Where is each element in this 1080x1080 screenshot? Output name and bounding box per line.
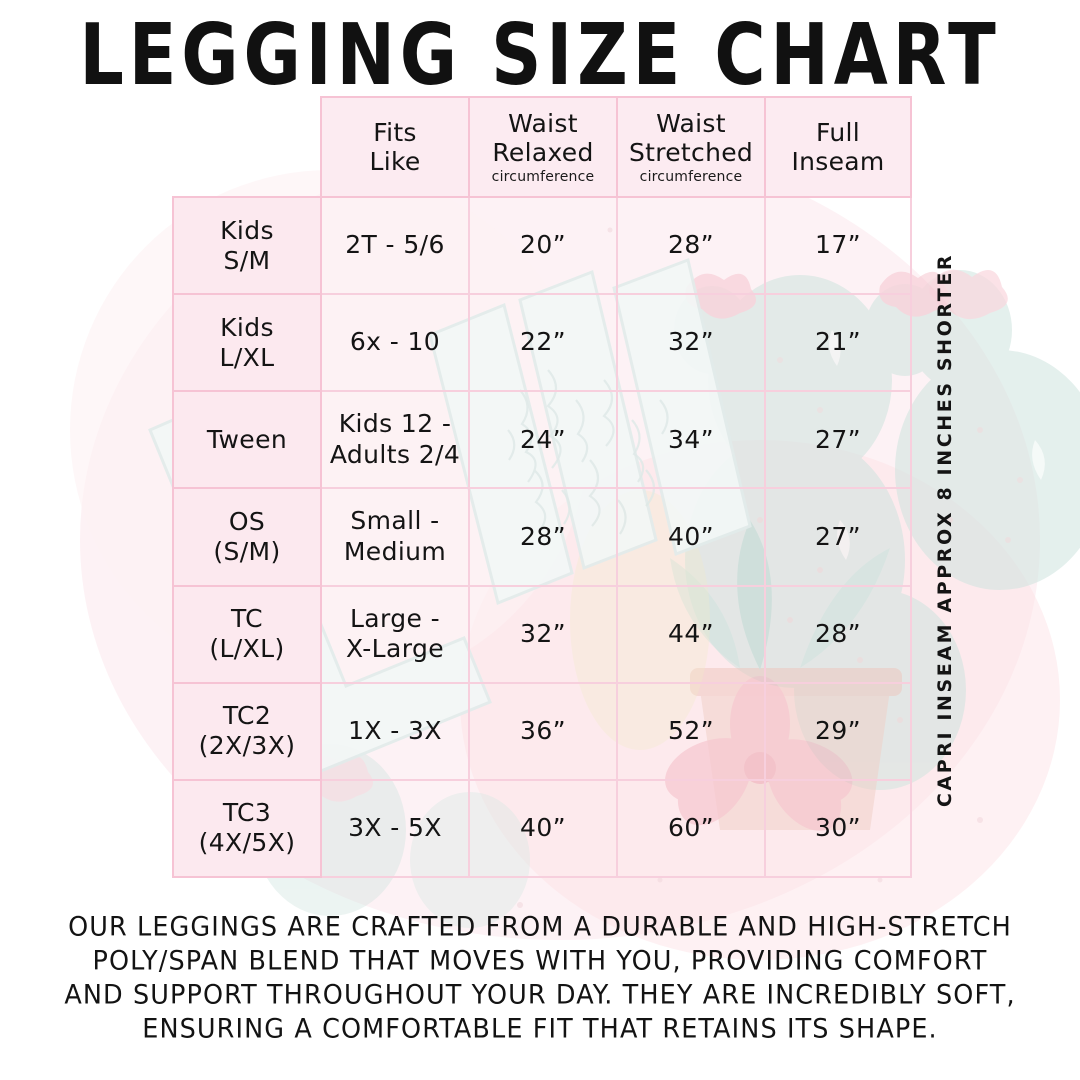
size-chart-table: Fits Like Waist Relaxed circumference Wa… <box>172 96 912 879</box>
fits-like-cell: 3X - 5X <box>320 778 470 879</box>
fits-like-line2: Adults 2/4 <box>329 439 461 469</box>
waist-stretched-cell: 34” <box>616 390 766 490</box>
waist-stretched-cell: 52” <box>616 681 766 781</box>
full-inseam-cell: 29” <box>764 681 912 781</box>
fits-like-line2: X-Large <box>345 634 445 664</box>
size-label-cell: Kids L/XL <box>172 293 322 393</box>
size-label-line2: (L/XL) <box>209 634 285 664</box>
fits-like-line1: 6x - 10 <box>349 327 441 357</box>
header-waist-relaxed: Waist Relaxed circumference <box>468 96 618 198</box>
footer-line-3: AND SUPPORT THROUGHOUT YOUR DAY. THEY AR… <box>64 979 1016 1012</box>
size-label-line1: OS <box>228 506 266 536</box>
header-fits-like-line1: Fits <box>373 117 417 147</box>
header-waist-relaxed-line1: Waist <box>508 108 578 138</box>
header-fits-like-line2: Like <box>369 147 421 176</box>
fits-like-line1: 2T - 5/6 <box>345 230 445 260</box>
fits-like-cell: 1X - 3X <box>320 681 470 781</box>
table-row: OS (S/M) Small - Medium 28” 40” 27” <box>172 487 912 587</box>
capri-inseam-note-text: CAPRI INSEAM APPROX 8 INCHES SHORTER <box>934 252 957 808</box>
fits-like-line1: 3X - 5X <box>348 813 442 843</box>
header-waist-stretched-line1: Waist <box>656 108 726 138</box>
waist-relaxed-cell: 28” <box>468 487 618 587</box>
waist-relaxed-cell: 32” <box>468 584 618 684</box>
fits-like-cell: 2T - 5/6 <box>320 195 470 296</box>
fits-like-line1: Kids 12 - <box>338 409 452 439</box>
size-label-line1: Kids <box>220 215 274 245</box>
header-full-inseam-line1: Full <box>816 117 860 147</box>
size-label-line2: (4X/5X) <box>198 828 296 858</box>
fits-like-cell: 6x - 10 <box>320 293 470 393</box>
size-label-cell: Tween <box>172 390 322 490</box>
fits-like-line1: 1X - 3X <box>348 716 442 746</box>
fits-like-cell: Kids 12 - Adults 2/4 <box>320 390 470 490</box>
full-inseam-cell: 30” <box>764 778 912 879</box>
header-waist-stretched-line2: Stretched <box>628 138 754 168</box>
table-row: TC3 (4X/5X) 3X - 5X 40” 60” 30” <box>172 778 912 879</box>
size-label-line2: L/XL <box>219 342 275 372</box>
footer-description: OUR LEGGINGS ARE CRAFTED FROM A DURABLE … <box>30 910 1050 1047</box>
size-label-cell: Kids S/M <box>172 195 322 296</box>
footer-line-4: ENSURING A COMFORTABLE FIT THAT RETAINS … <box>142 1013 938 1046</box>
table-row: Tween Kids 12 - Adults 2/4 24” 34” 27” <box>172 390 912 490</box>
size-label-cell: TC (L/XL) <box>172 584 322 684</box>
header-waist-relaxed-sub: circumference <box>491 168 595 185</box>
page-title: LEGGING SIZE CHART <box>79 4 1001 105</box>
waist-stretched-cell: 28” <box>616 195 766 296</box>
header-fits-like: Fits Like <box>320 96 470 198</box>
header-waist-relaxed-line2: Relaxed <box>492 138 594 168</box>
fits-like-cell: Small - Medium <box>320 487 470 587</box>
table-row: TC2 (2X/3X) 1X - 3X 36” 52” 29” <box>172 681 912 781</box>
waist-relaxed-cell: 22” <box>468 293 618 393</box>
table-header: Fits Like Waist Relaxed circumference Wa… <box>173 96 912 198</box>
table-row: TC (L/XL) Large - X-Large 32” 44” 28” <box>172 584 912 684</box>
size-label-line1: Tween <box>206 424 288 454</box>
size-label-cell: OS (S/M) <box>172 487 322 587</box>
waist-stretched-cell: 32” <box>616 293 766 393</box>
waist-relaxed-cell: 40” <box>468 778 618 879</box>
fits-like-cell: Large - X-Large <box>320 584 470 684</box>
header-full-inseam-line2: Inseam <box>791 147 885 176</box>
size-label-line2: S/M <box>223 245 271 275</box>
waist-relaxed-cell: 36” <box>468 681 618 781</box>
full-inseam-cell: 27” <box>764 390 912 490</box>
size-label-line1: TC2 <box>222 701 272 731</box>
full-inseam-cell: 21” <box>764 293 912 393</box>
size-label-line1: TC3 <box>222 798 272 828</box>
table-row: Kids L/XL 6x - 10 22” 32” 21” <box>172 293 912 393</box>
size-label-cell: TC3 (4X/5X) <box>172 778 322 879</box>
capri-inseam-note: CAPRI INSEAM APPROX 8 INCHES SHORTER <box>925 250 965 810</box>
waist-relaxed-cell: 20” <box>468 195 618 296</box>
size-label-cell: TC2 (2X/3X) <box>172 681 322 781</box>
size-label-line2: (S/M) <box>213 536 281 566</box>
fits-like-line1: Large - <box>349 603 441 633</box>
header-row: Fits Like Waist Relaxed circumference Wa… <box>173 96 912 198</box>
waist-relaxed-cell: 24” <box>468 390 618 490</box>
header-waist-stretched-sub: circumference <box>639 168 743 185</box>
waist-stretched-cell: 60” <box>616 778 766 879</box>
size-label-line1: TC <box>230 604 264 634</box>
header-waist-stretched: Waist Stretched circumference <box>616 96 766 198</box>
full-inseam-cell: 28” <box>764 584 912 684</box>
full-inseam-cell: 27” <box>764 487 912 587</box>
waist-stretched-cell: 44” <box>616 584 766 684</box>
size-label-line1: Kids <box>220 312 274 342</box>
full-inseam-cell: 17” <box>764 195 912 296</box>
fits-like-line1: Small - <box>350 506 440 536</box>
header-full-inseam: Full Inseam <box>764 96 912 198</box>
corner-cell <box>173 97 321 197</box>
table-row: Kids S/M 2T - 5/6 20” 28” 17” <box>172 195 912 296</box>
size-label-line2: (2X/3X) <box>198 731 296 761</box>
fits-like-line2: Medium <box>343 536 447 566</box>
footer-line-2: POLY/SPAN BLEND THAT MOVES WITH YOU, PRO… <box>92 945 988 978</box>
waist-stretched-cell: 40” <box>616 487 766 587</box>
footer-line-1: OUR LEGGINGS ARE CRAFTED FROM A DURABLE … <box>68 911 1012 943</box>
table-body: Kids S/M 2T - 5/6 20” 28” 17” Kids L/XL <box>172 195 912 879</box>
